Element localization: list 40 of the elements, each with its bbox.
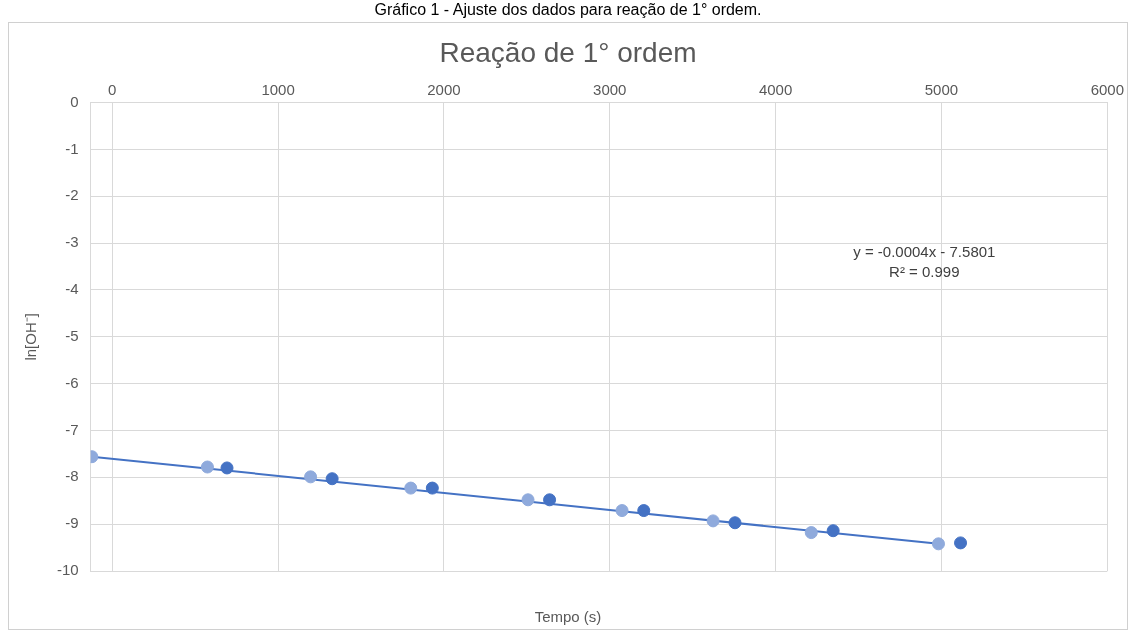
- x-tick-label: 2000: [427, 80, 461, 98]
- point: [728, 516, 742, 530]
- y-axis-title: ln[OH⁻]: [22, 313, 40, 361]
- y-tick-label: -3: [65, 233, 79, 251]
- text: Gráfico 1 - Ajuste dos dados para reação de 1° ordem.: [373, 0, 763, 20]
- point: [543, 493, 557, 507]
- y-tick-label: -5: [65, 326, 79, 344]
- point: [325, 472, 339, 486]
- x-tick-label: 5000: [924, 80, 959, 98]
- point: [931, 537, 945, 551]
- annotation: R² = 0.999: [889, 263, 960, 281]
- point: [521, 493, 535, 507]
- point: [706, 514, 720, 528]
- point: [954, 536, 968, 550]
- point: [425, 481, 439, 495]
- y-tick-label: -7: [65, 420, 79, 438]
- y-tick-label: -8: [65, 467, 79, 485]
- point: [826, 524, 840, 538]
- y-tick-label: -9: [65, 514, 79, 532]
- y-tick-label: -6: [65, 373, 79, 391]
- point: [804, 526, 818, 540]
- x-tick-label: 6000: [1090, 80, 1124, 98]
- x-tick-label: 3000: [593, 80, 627, 98]
- y-tick-label: -1: [65, 139, 79, 157]
- point: [637, 504, 651, 518]
- y-tick-label: 0: [70, 92, 79, 110]
- y-tick-label: -10: [56, 561, 79, 579]
- y-tick-label: -2: [65, 186, 79, 204]
- point: [404, 481, 418, 495]
- point: [304, 470, 318, 484]
- point: [200, 460, 214, 474]
- x-tick-label: 0: [108, 80, 117, 98]
- x-tick-label: 4000: [758, 80, 793, 98]
- y-tick-label: -4: [65, 280, 79, 298]
- chart-title: Reação de 1° ordem: [439, 36, 697, 68]
- point: [220, 461, 234, 475]
- annotation: y = -0.0004x - 7.5801: [853, 243, 996, 261]
- x-axis-title: Tempo (s): [533, 608, 603, 625]
- point: [615, 504, 629, 518]
- x-tick-label: 1000: [261, 80, 295, 98]
